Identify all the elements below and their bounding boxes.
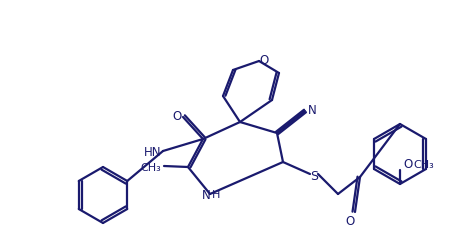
Text: S: S <box>309 169 317 182</box>
Text: N: N <box>307 103 316 116</box>
Text: CH₃: CH₃ <box>412 159 433 169</box>
Text: CH₃: CH₃ <box>140 162 161 172</box>
Text: O: O <box>259 54 268 67</box>
Text: O: O <box>402 158 411 171</box>
Text: H: H <box>211 189 220 199</box>
Text: O: O <box>172 109 181 122</box>
Text: O: O <box>345 215 354 228</box>
Text: HN: HN <box>143 146 161 159</box>
Text: N: N <box>201 189 210 202</box>
